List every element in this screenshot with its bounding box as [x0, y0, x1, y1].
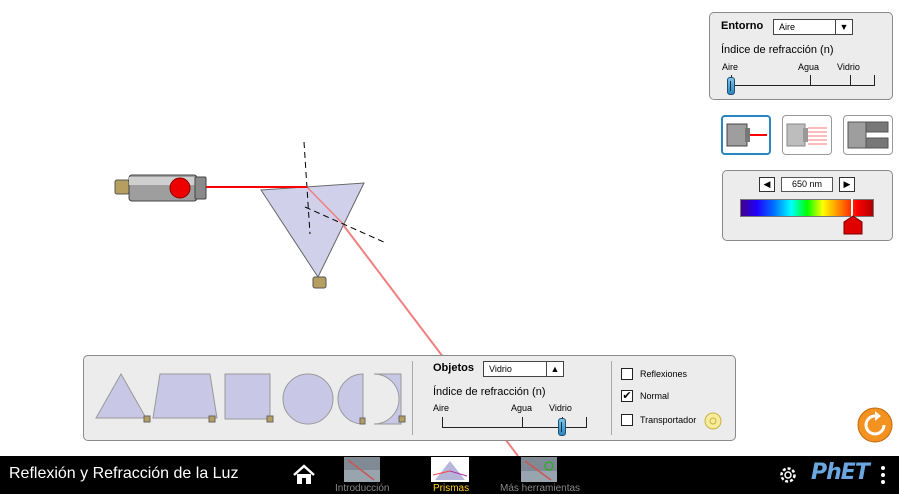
divider: [611, 361, 612, 435]
environment-medium-value: Aire: [779, 22, 796, 32]
protractor-label: Transportador: [640, 415, 697, 425]
normal-label: Normal: [640, 391, 670, 401]
protractor-checkbox[interactable]: [621, 414, 633, 426]
normal-checkbox[interactable]: ✔: [621, 390, 633, 402]
wavelength-spectrum-track[interactable]: [740, 199, 874, 217]
sim-title: Reflexión y Refracción de la Luz: [9, 465, 239, 482]
laser-view-ray-button[interactable]: [721, 115, 771, 155]
internal-beam: [306, 186, 346, 227]
chevron-up-icon: ▲: [546, 362, 563, 376]
prism-triangle[interactable]: [260, 182, 365, 279]
triangle-prism-shape[interactable]: [95, 372, 151, 423]
laser-view-wide-button[interactable]: [843, 115, 893, 155]
laser-view-wave-button[interactable]: [782, 115, 832, 155]
screen-tab-prismas[interactable]: Prismas: [429, 456, 471, 494]
objects-index-track[interactable]: [442, 427, 587, 428]
slider-tick: [442, 417, 443, 427]
environment-title: Entorno: [721, 20, 764, 32]
normal-line-exit: [304, 206, 387, 244]
gear-icon[interactable]: [778, 465, 798, 485]
concave-lens-shape[interactable]: [373, 373, 406, 425]
wavelength-value-display: 650 nm: [781, 177, 833, 192]
protractor-icon: [704, 412, 722, 430]
reflections-checkbox[interactable]: [621, 368, 633, 380]
screen-tab-mas-herramientas[interactable]: Más herramientas: [498, 456, 582, 494]
slider-tick: [874, 75, 875, 85]
chevron-down-icon: ▼: [835, 20, 852, 34]
divider: [412, 361, 413, 435]
circle-prism-shape[interactable]: [282, 373, 334, 425]
objects-title: Objetos: [433, 362, 474, 374]
mas-herramientas-screen-icon: [521, 457, 557, 482]
environment-tick-vidrio: Vidrio: [837, 62, 860, 72]
introduccion-screen-icon: [344, 457, 380, 482]
slider-tick: [850, 75, 851, 85]
screen-tab-label: Introducción: [335, 483, 390, 494]
laser-button[interactable]: [169, 177, 191, 199]
environment-tick-aire: Aire: [722, 62, 739, 72]
square-prism-shape[interactable]: [224, 373, 274, 423]
phet-menu-icon[interactable]: [881, 466, 887, 486]
objects-tick-aire: Aire: [433, 403, 450, 413]
laser-pointer[interactable]: [114, 174, 207, 202]
wave-laser-icon: [786, 123, 827, 147]
wavelength-decrement-button[interactable]: ◀: [759, 177, 775, 192]
phet-logo[interactable]: PhET: [811, 460, 870, 485]
objects-toolbox-panel: Objetos Vidrio ▲ Índice de refracción (n…: [83, 355, 736, 441]
reset-icon: [864, 414, 886, 436]
trapezoid-prism-shape[interactable]: [152, 373, 218, 423]
normal-line-entry: [303, 141, 311, 235]
play-area[interactable]: [0, 0, 899, 456]
ray-laser-icon: [726, 123, 767, 147]
slider-tick: [522, 417, 523, 427]
wavelength-panel: ◀ 650 nm ▶: [722, 170, 893, 241]
wavelength-slider-thumb[interactable]: [843, 215, 863, 235]
objects-tick-vidrio: Vidrio: [549, 403, 572, 413]
slider-tick: [586, 417, 587, 427]
environment-index-track[interactable]: [731, 85, 875, 86]
objects-index-thumb[interactable]: [558, 418, 566, 436]
prismas-screen-icon: [431, 457, 469, 482]
screen-tab-label-active: Prismas: [433, 483, 470, 494]
screen-tab-introduccion[interactable]: Introducción: [334, 456, 390, 494]
reset-all-button[interactable]: [857, 407, 893, 443]
environment-index-thumb[interactable]: [727, 77, 735, 95]
objects-material-select[interactable]: Vidrio ▲: [483, 361, 564, 377]
home-icon[interactable]: [292, 464, 316, 486]
objects-tick-agua: Agua: [511, 403, 533, 413]
reflections-label: Reflexiones: [640, 369, 688, 379]
objects-material-value: Vidrio: [489, 364, 512, 374]
environment-panel: Entorno Aire ▼ Índice de refracción (n) …: [709, 12, 893, 100]
wavelength-slider-line: [851, 199, 853, 217]
screen-tab-label: Más herramientas: [500, 483, 581, 494]
environment-index-label: Índice de refracción (n): [721, 44, 834, 56]
objects-index-label: Índice de refracción (n): [433, 386, 546, 398]
wide-laser-icon: [847, 121, 889, 149]
slider-tick: [810, 75, 811, 85]
semicircle-prism-shape[interactable]: [337, 373, 366, 425]
prism-shape-toolbox: [95, 372, 406, 425]
navigation-bar: Reflexión y Refracción de la Luz Introdu…: [0, 456, 899, 494]
prism-rotate-handle[interactable]: [312, 276, 327, 289]
environment-medium-select[interactable]: Aire ▼: [773, 19, 853, 35]
wavelength-increment-button[interactable]: ▶: [839, 177, 855, 192]
environment-tick-agua: Agua: [798, 62, 820, 72]
